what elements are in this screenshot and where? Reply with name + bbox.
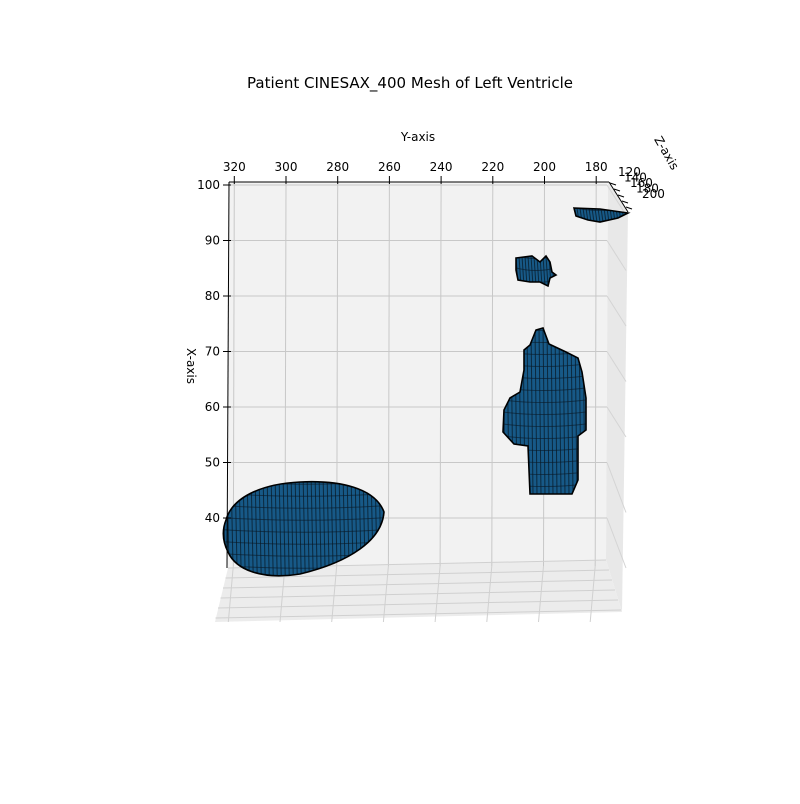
x-tick-label: 80 <box>205 289 220 303</box>
floor-grid-line <box>215 609 622 619</box>
mesh-column <box>502 327 587 495</box>
mesh-group <box>222 207 631 577</box>
side-grid-line <box>606 406 627 438</box>
floor-grid-line <box>220 589 616 599</box>
y-tick-label: 220 <box>481 160 504 174</box>
floor-grid-line <box>227 565 234 623</box>
x-tick-label: 60 <box>205 400 220 414</box>
floor-grid-line <box>217 599 619 609</box>
z-tick-label: 160 <box>630 176 653 190</box>
x-tick-label: 70 <box>205 345 220 359</box>
x-tick-label: 50 <box>205 456 220 470</box>
z-tick-label: 200 <box>642 187 665 201</box>
z-tick-mark <box>609 182 617 186</box>
y-axis-label: Y-axis <box>400 130 435 144</box>
side-grid-line <box>606 517 627 569</box>
z-tick-label: 140 <box>624 171 647 185</box>
x-tick-label: 100 <box>197 178 220 192</box>
floor-grid-line <box>222 579 613 589</box>
z-tick-label: 180 <box>636 182 659 196</box>
side-grid-line <box>606 462 627 513</box>
grid-line-y <box>439 181 442 567</box>
z-axis-line <box>608 181 629 213</box>
z-tick-mark <box>625 206 633 210</box>
x-tick-label: 90 <box>205 234 220 248</box>
mesh-top-sliver <box>572 207 631 223</box>
z-tick-mark <box>621 200 629 204</box>
floor-grid-line <box>538 565 544 623</box>
z-axis-label: Z-axis <box>651 134 681 173</box>
x-axis-label: X-axis <box>184 348 198 384</box>
x-tick-label: 40 <box>205 511 220 525</box>
z-tick-mark <box>613 188 621 192</box>
side-grid-line <box>606 240 627 271</box>
side-grid-line <box>606 351 627 382</box>
grid-line-y <box>594 181 597 567</box>
y-tick-label: 320 <box>223 160 246 174</box>
z-tick-label: 120 <box>618 165 641 179</box>
side-grid-line <box>606 184 627 216</box>
y-tick-label: 300 <box>275 160 298 174</box>
y-tick-label: 200 <box>533 160 556 174</box>
floor-grid-line <box>589 565 596 623</box>
side-pane <box>606 182 628 612</box>
back-pane <box>228 182 608 568</box>
chart-title: Patient CINESAX_400 Mesh of Left Ventric… <box>247 74 573 93</box>
y-tick-label: 260 <box>378 160 401 174</box>
y-tick-label: 240 <box>430 160 453 174</box>
x-axis-line <box>226 181 230 569</box>
grid-line-y <box>387 181 390 567</box>
tick-labels: 320 300 280 260 240 220 200 1801009080706050401… <box>197 160 665 525</box>
floor-grid-line <box>382 565 389 623</box>
y-tick-label: 280 <box>326 160 349 174</box>
grid-line-y <box>232 181 235 567</box>
z-tick-mark <box>617 194 625 198</box>
axis-lines <box>223 176 633 569</box>
grid-line-y <box>491 181 494 567</box>
y-tick-label: 180 <box>585 160 608 174</box>
floor-grid-line <box>225 569 610 579</box>
side-grid-line <box>606 295 627 327</box>
